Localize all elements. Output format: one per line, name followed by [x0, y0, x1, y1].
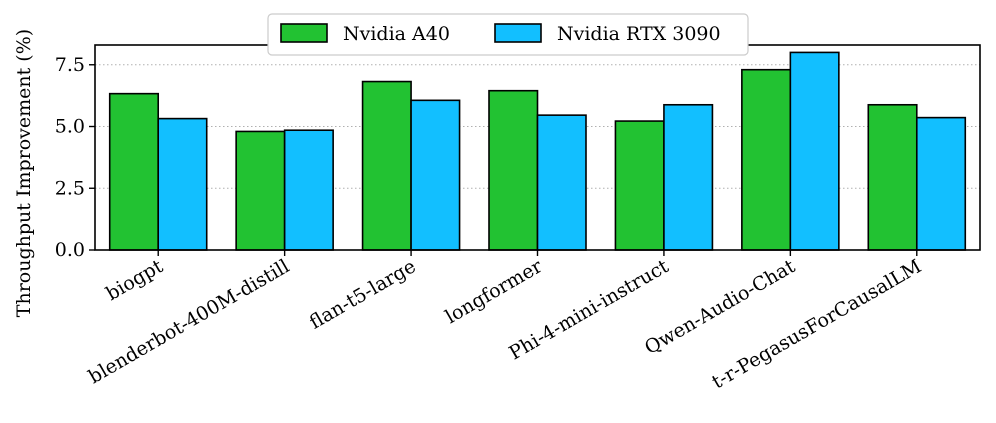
bar-rtx3090-4 [663, 103, 714, 251]
legend-swatch [494, 23, 542, 43]
legend-label: Nvidia RTX 3090 [557, 23, 721, 45]
x-tick-label: blenderbot-400M-distill [85, 255, 293, 388]
bar-rtx3090-5 [789, 51, 840, 251]
bar-a40-3 [488, 89, 539, 251]
bar-rtx3090-2 [410, 99, 461, 251]
y-tick-label: 2.5 [55, 177, 85, 199]
legend: Nvidia A40 Nvidia RTX 3090 [267, 13, 749, 56]
bar-rtx3090-0 [157, 117, 208, 251]
bar-rtx3090-3 [536, 114, 587, 251]
x-tick-label: biogpt [102, 255, 167, 305]
bar-a40-5 [741, 68, 792, 251]
legend-label: Nvidia A40 [343, 23, 450, 45]
bar-a40-6 [867, 103, 918, 251]
y-tick-label: 5.0 [55, 116, 85, 138]
bar-a40-2 [361, 80, 412, 251]
y-tick-label: 7.5 [55, 54, 85, 76]
bars [108, 51, 967, 251]
bar-a40-4 [614, 120, 665, 251]
x-tick-label: t-r-PegasusForCausalLM [708, 255, 925, 393]
y-tick-label: 0.0 [55, 239, 85, 261]
y-axis-label: Throughput Improvement (%) [13, 29, 35, 317]
bar-a40-1 [235, 130, 286, 251]
bar-a40-0 [108, 92, 160, 251]
legend-swatch [280, 23, 328, 43]
x-tick-label: longformer [442, 255, 547, 328]
x-tick-label: flan-t5-large [306, 255, 420, 333]
bar-rtx3090-1 [283, 129, 334, 251]
bar-rtx3090-6 [915, 116, 967, 251]
y-axis: 0.0 2.5 5.0 7.5 [55, 54, 95, 261]
